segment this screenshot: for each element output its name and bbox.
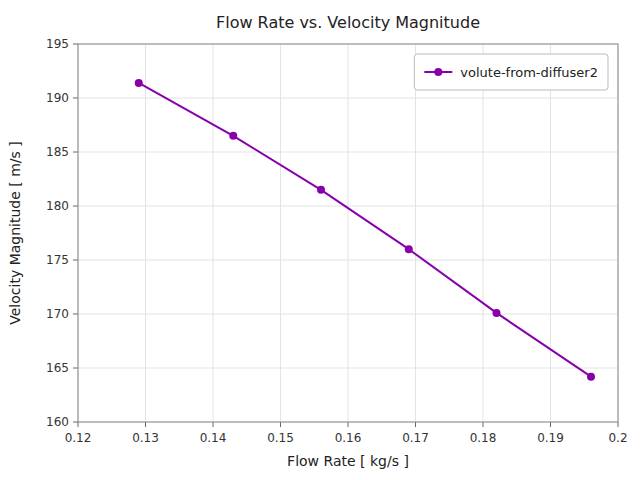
x-tick	[550, 422, 551, 427]
series-marker	[493, 309, 501, 317]
data-area	[135, 79, 595, 381]
x-tick-label: 0.17	[402, 431, 429, 445]
plot-background	[78, 44, 618, 422]
series-marker	[405, 245, 413, 253]
x-tick	[145, 422, 146, 427]
series-marker	[229, 132, 237, 140]
y-tick-label: 170	[46, 307, 69, 321]
x-grid-line	[483, 44, 484, 422]
x-grid-line	[550, 44, 551, 422]
chart-container: 0.12 0.13 0.14 0.15 0.16 0.17 0.18 0.19 0.2 160 16…	[0, 0, 640, 480]
legend-marker	[434, 68, 442, 76]
x-grid-line	[145, 44, 146, 422]
series-marker	[587, 373, 595, 381]
y-tick	[73, 152, 78, 153]
x-tick-label: 0.13	[132, 431, 159, 445]
y-tick	[73, 206, 78, 207]
x-grid-line	[213, 44, 214, 422]
y-grid-line	[78, 98, 618, 99]
series-marker	[135, 79, 143, 87]
y-tick	[73, 44, 78, 45]
y-tick	[73, 314, 78, 315]
plot-frame	[78, 44, 618, 422]
series-marker	[317, 186, 325, 194]
y-grid-line	[78, 368, 618, 369]
x-tick-label: 0.12	[65, 431, 92, 445]
y-tick	[73, 98, 78, 99]
y-tick-label: 165	[46, 361, 69, 375]
x-tick-label: 0.16	[335, 431, 362, 445]
y-tick	[73, 260, 78, 261]
x-tick	[213, 422, 214, 427]
x-tick-label: 0.18	[470, 431, 497, 445]
x-tick-label: 0.19	[537, 431, 564, 445]
x-grid-line	[348, 44, 349, 422]
x-tick	[280, 422, 281, 427]
series-line	[139, 83, 591, 377]
x-tick	[415, 422, 416, 427]
y-grid-line	[78, 206, 618, 207]
x-tick-label: 0.2	[608, 431, 627, 445]
legend-box	[414, 54, 608, 90]
x-tick	[78, 422, 79, 427]
x-tick	[618, 422, 619, 427]
y-tick-label: 190	[46, 91, 69, 105]
y-axis-label: Velocity Magnitude [ m/s ]	[7, 141, 23, 324]
axes: 0.12 0.13 0.14 0.15 0.16 0.17 0.18 0.19 0.2 160 16…	[46, 37, 627, 445]
y-grid-line	[78, 152, 618, 153]
chart-title: Flow Rate vs. Velocity Magnitude	[216, 13, 480, 32]
x-axis-label: Flow Rate [ kg/s ]	[287, 453, 409, 469]
x-tick-label: 0.14	[200, 431, 227, 445]
y-tick-label: 160	[46, 415, 69, 429]
x-tick	[348, 422, 349, 427]
y-grid-line	[78, 260, 618, 261]
y-tick-label: 185	[46, 145, 69, 159]
y-tick-label: 195	[46, 37, 69, 51]
legend: volute-from-diffuser2	[414, 54, 608, 90]
x-tick	[483, 422, 484, 427]
y-tick	[73, 368, 78, 369]
legend-label: volute-from-diffuser2	[460, 65, 598, 80]
x-grid-line	[280, 44, 281, 422]
y-tick-label: 180	[46, 199, 69, 213]
x-grid-line	[415, 44, 416, 422]
chart-svg: 0.12 0.13 0.14 0.15 0.16 0.17 0.18 0.19 0.2 160 16…	[0, 0, 640, 480]
y-tick-label: 175	[46, 253, 69, 267]
y-grid-line	[78, 314, 618, 315]
y-tick	[73, 422, 78, 423]
x-tick-label: 0.15	[267, 431, 294, 445]
grid	[78, 44, 618, 422]
